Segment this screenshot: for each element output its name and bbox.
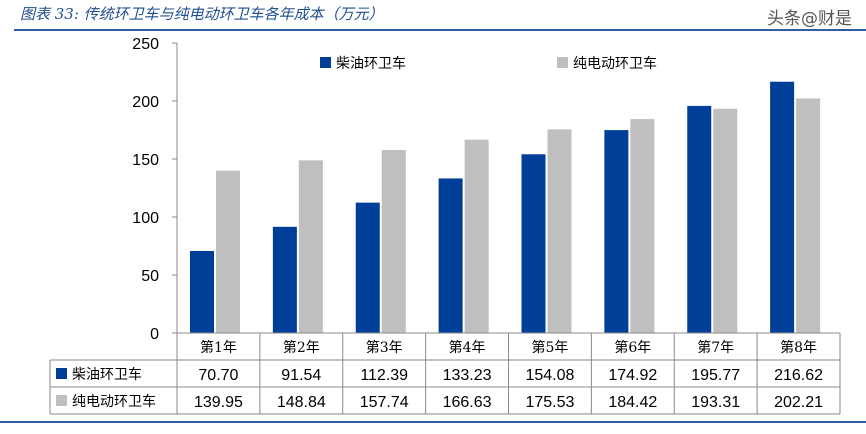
- category-label: 第3年: [366, 339, 403, 356]
- bar-diesel: [604, 130, 629, 333]
- watermark: 头条@财是: [767, 9, 852, 29]
- bar-electric: [796, 98, 821, 333]
- bottom-divider: [0, 421, 866, 423]
- category-label: 第7年: [697, 339, 734, 356]
- bar-diesel: [687, 105, 712, 333]
- bar-electric: [630, 119, 655, 333]
- data-label: 91.54: [281, 367, 321, 384]
- data-label: 193.31: [691, 394, 740, 411]
- y-tick-label: 0: [150, 326, 159, 343]
- data-label: 184.42: [608, 394, 657, 411]
- bar-electric: [381, 150, 406, 333]
- y-tick-label: 200: [132, 94, 159, 111]
- bar-electric: [547, 129, 572, 333]
- category-label: 第5年: [531, 339, 568, 356]
- y-tick-label: 50: [141, 268, 159, 285]
- bar-diesel: [272, 226, 297, 333]
- legend-swatch: [320, 57, 331, 68]
- category-label: 第1年: [200, 339, 237, 356]
- category-label: 第2年: [283, 339, 320, 356]
- category-label: 第6年: [614, 339, 651, 356]
- data-label: 148.84: [277, 394, 326, 411]
- legend-swatch: [56, 395, 67, 406]
- legend-swatch: [56, 368, 67, 379]
- data-label: 202.21: [774, 394, 823, 411]
- legend-label: 纯电动环卫车: [573, 55, 657, 72]
- y-tick-label: 100: [132, 210, 159, 227]
- legend-swatch: [557, 57, 568, 68]
- data-label: 70.70: [198, 367, 238, 384]
- category-label: 第4年: [449, 339, 486, 356]
- bar-electric: [464, 139, 489, 333]
- data-label: 166.63: [443, 394, 492, 411]
- data-label: 195.77: [691, 367, 740, 384]
- data-label: 216.62: [774, 367, 823, 384]
- bar-diesel: [355, 202, 380, 333]
- table-series-label: 纯电动环卫车: [72, 393, 156, 410]
- bar-diesel: [190, 250, 214, 333]
- bar-diesel: [521, 154, 546, 333]
- bar-electric: [216, 170, 240, 333]
- y-tick-label: 250: [132, 36, 159, 53]
- bar-diesel: [438, 178, 463, 333]
- bar-electric: [713, 108, 738, 333]
- bar-electric: [298, 160, 323, 333]
- data-label: 174.92: [608, 367, 657, 384]
- title-divider: [14, 29, 866, 31]
- data-label: 139.95: [194, 394, 243, 411]
- chart-title: 图表 33: 传统环卫车与纯电动环卫车各年成本（万元）: [20, 5, 384, 23]
- bar-diesel: [770, 81, 795, 334]
- category-label: 第8年: [780, 339, 817, 356]
- data-label: 154.08: [525, 367, 574, 384]
- table-series-label: 柴油环卫车: [72, 366, 142, 383]
- y-tick-label: 150: [132, 152, 159, 169]
- data-label: 175.53: [525, 394, 574, 411]
- data-label: 133.23: [443, 367, 492, 384]
- data-label: 157.74: [360, 394, 409, 411]
- data-label: 112.39: [360, 367, 408, 384]
- legend-label: 柴油环卫车: [336, 55, 406, 72]
